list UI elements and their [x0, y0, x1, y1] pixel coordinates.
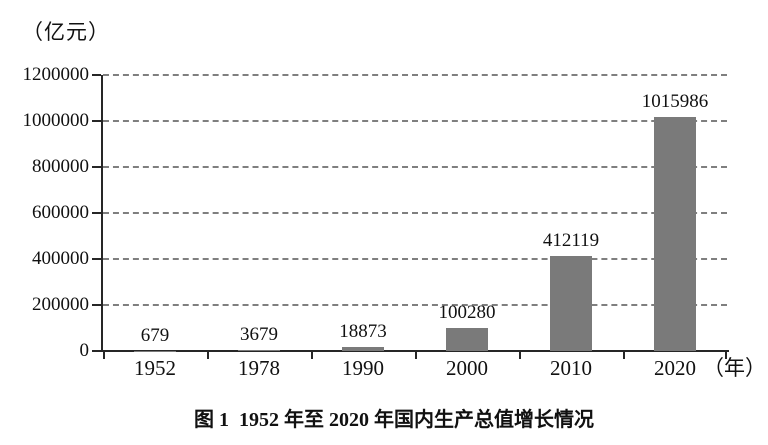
bar-value-label-2020: 1015986: [641, 91, 709, 113]
y-axis-tick-mark: [92, 120, 101, 122]
gridline: [103, 166, 727, 168]
y-axis-tick-label: 0: [79, 340, 90, 361]
bar-value-label-2000: 100280: [438, 301, 496, 323]
x-axis-unit-suffix: （年）: [703, 356, 766, 380]
y-axis-tick-label: 800000: [32, 156, 89, 177]
gridline: [103, 258, 727, 260]
y-axis-tick-label: 400000: [32, 248, 89, 269]
y-axis-tick-label: 1000000: [22, 110, 90, 131]
y-axis-tick-label: 600000: [32, 202, 89, 223]
x-axis-tick-mark: [311, 351, 313, 359]
x-axis-label-1952: 1952: [134, 356, 176, 380]
bar-value-label-2010: 412119: [542, 230, 600, 252]
gridline: [103, 304, 727, 306]
bar-2020: [654, 117, 696, 351]
bar-2010: [550, 256, 592, 351]
x-axis-tick-mark: [519, 351, 521, 359]
y-axis-tick-mark: [92, 350, 101, 352]
bar-1990: [342, 346, 384, 351]
figure-caption: 图 1 1952 年至 2020 年国内生产总值增长情况: [194, 409, 594, 431]
gridline: [103, 212, 727, 214]
x-axis-tick-mark: [623, 351, 625, 359]
y-axis-tick-mark: [92, 304, 101, 306]
x-axis-tick-mark: [103, 351, 105, 359]
y-axis-unit-label: （亿元）: [22, 20, 110, 44]
bar-value-label-1990: 18873: [339, 320, 387, 342]
bar-value-label-1978: 3679: [240, 324, 278, 346]
gridline: [103, 120, 727, 122]
y-axis-tick-label: 1200000: [22, 64, 90, 85]
x-axis-tick-mark: [725, 351, 727, 359]
y-axis-tick-mark: [92, 258, 101, 260]
bar-2000: [446, 327, 488, 351]
bar-1978: [238, 350, 280, 351]
bar-value-label-1952: 679: [140, 324, 170, 346]
y-axis-tick-mark: [92, 166, 101, 168]
plot-area: 679 3679 18873 100280 412119 1015986: [92, 74, 727, 359]
gridline: [103, 74, 727, 76]
x-axis-tick-mark: [415, 351, 417, 359]
x-axis-tick-mark: [207, 351, 209, 359]
x-axis-label-2020: 2020: [654, 356, 696, 380]
y-axis-tick-label: 200000: [32, 294, 89, 315]
y-axis-line: [101, 75, 103, 352]
x-axis-label-2010: 2010: [550, 356, 592, 380]
y-axis-tick-mark: [92, 74, 101, 76]
y-axis-tick-mark: [92, 212, 101, 214]
x-axis-label-1978: 1978: [238, 356, 280, 380]
x-axis-label-2000: 2000: [446, 356, 488, 380]
x-axis-label-1990: 1990: [342, 356, 384, 380]
